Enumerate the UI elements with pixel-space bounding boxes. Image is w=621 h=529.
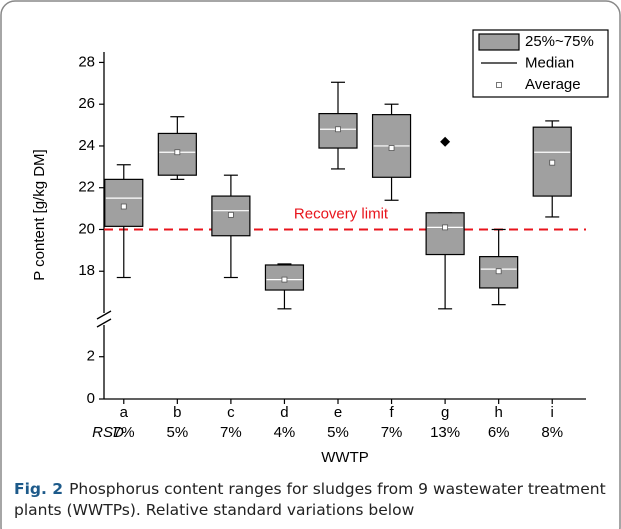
rsd-value: 7% [381, 424, 403, 441]
mean [120, 203, 127, 210]
mean [388, 145, 395, 151]
mean [335, 126, 341, 133]
mean [281, 276, 288, 283]
x-tick-label: h [494, 404, 502, 421]
y-tick-label: 26 [78, 95, 95, 112]
x-tick-label: g [441, 404, 449, 421]
y-tick-label: 24 [78, 137, 95, 154]
y-tick-label: 28 [78, 53, 95, 70]
legend-label: Average [525, 76, 581, 93]
y-tick-label: 2 [87, 348, 95, 365]
rsd-value: 4% [274, 424, 296, 441]
x-tick-label: c [227, 404, 235, 421]
x-tick-label: a [120, 404, 129, 421]
rsd-value: 7% [220, 424, 242, 441]
mean [227, 211, 234, 218]
y-tick-label: 20 [78, 220, 95, 237]
reference-label: Recovery limit [294, 205, 389, 222]
y-tick-label: 22 [78, 179, 95, 196]
mean [442, 224, 449, 231]
legend-swatch [496, 82, 502, 88]
caption-text: Phosphorus content ranges for sludges fr… [14, 480, 606, 519]
caption-label: Fig. 2 [14, 480, 64, 498]
legend-label: Median [525, 54, 574, 71]
axis-break [96, 318, 112, 328]
rsd-value: 13% [430, 424, 460, 441]
legend-label: 25%~75% [525, 33, 594, 50]
y-tick-label: 18 [78, 262, 95, 279]
caption: Fig. 2 Phosphorus content ranges for slud… [14, 479, 608, 521]
x-tick-label: e [334, 404, 342, 421]
box [479, 256, 519, 289]
outlier [440, 136, 451, 147]
mean [174, 149, 181, 156]
x-axis-title: WWTP [321, 449, 368, 466]
x-tick-label: f [389, 404, 394, 421]
rsd-value: 5% [327, 424, 349, 441]
x-tick-label: d [280, 404, 288, 421]
rsd-value: 7% [113, 424, 135, 441]
x-tick-label: i [551, 404, 554, 421]
rsd-value: 8% [541, 424, 563, 441]
box [104, 178, 144, 227]
legend-swatch [478, 33, 520, 51]
axis-break [96, 310, 112, 320]
x-tick-label: b [173, 404, 181, 421]
box [425, 212, 465, 256]
y-axis-title: P content [g/kg DM] [31, 149, 48, 280]
mean [495, 268, 502, 275]
rsd-value: 6% [488, 424, 510, 441]
rsd-label: RSD [92, 424, 124, 441]
mean [549, 159, 556, 166]
rsd-value: 5% [166, 424, 188, 441]
y-tick-label: 0 [87, 390, 95, 407]
